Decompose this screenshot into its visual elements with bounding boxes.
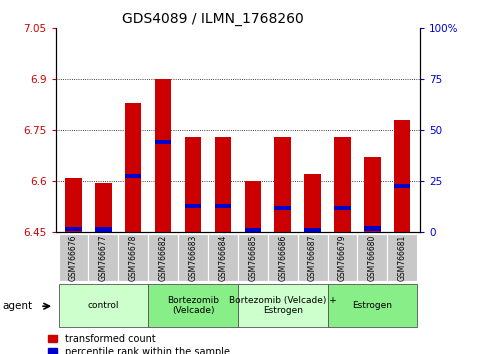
Bar (244, 228, 261, 232)
Legend: transformed count, percentile rank within the sample: transformed count, percentile rank withi… (48, 334, 230, 354)
Bar (118, 234, 148, 281)
Text: GSM766677: GSM766677 (99, 234, 108, 281)
Bar (148, 234, 178, 281)
Text: Bortezomib (Velcade) +
Estrogen: Bortezomib (Velcade) + Estrogen (229, 296, 337, 315)
Bar (155, 140, 171, 144)
Bar (95, 183, 112, 232)
Bar (178, 234, 208, 281)
Bar (155, 79, 171, 232)
Bar (298, 234, 327, 281)
Bar (65, 227, 82, 231)
Text: GSM766676: GSM766676 (69, 234, 78, 281)
Text: GSM766686: GSM766686 (278, 234, 287, 281)
Bar (95, 228, 112, 232)
Bar (394, 120, 411, 232)
Bar (185, 137, 201, 232)
Bar (215, 137, 231, 232)
Bar (58, 234, 88, 281)
Text: control: control (87, 301, 119, 310)
Text: GSM766678: GSM766678 (129, 234, 138, 281)
Text: GSM766684: GSM766684 (218, 234, 227, 281)
Bar (65, 178, 82, 232)
Bar (208, 234, 238, 281)
Bar (327, 284, 417, 326)
Bar (364, 157, 381, 232)
Bar (364, 227, 381, 230)
Bar (334, 137, 351, 232)
Bar (357, 234, 387, 281)
Text: GSM766681: GSM766681 (398, 234, 407, 281)
Text: GSM766680: GSM766680 (368, 234, 377, 281)
Bar (304, 228, 321, 232)
Bar (244, 181, 261, 232)
Bar (274, 137, 291, 232)
Bar (334, 206, 351, 210)
Bar (215, 204, 231, 209)
Text: GSM766683: GSM766683 (188, 234, 198, 281)
Bar (238, 284, 327, 326)
Bar (304, 174, 321, 232)
Text: GSM766685: GSM766685 (248, 234, 257, 281)
Text: GSM766682: GSM766682 (158, 234, 168, 281)
Bar (268, 234, 298, 281)
Bar (238, 234, 268, 281)
Bar (185, 204, 201, 209)
Bar (58, 284, 148, 326)
Text: GSM766679: GSM766679 (338, 234, 347, 281)
Text: GSM766687: GSM766687 (308, 234, 317, 281)
Text: Estrogen: Estrogen (353, 301, 392, 310)
Bar (387, 234, 417, 281)
Bar (394, 184, 411, 188)
Text: agent: agent (2, 301, 32, 311)
Text: Bortezomib
(Velcade): Bortezomib (Velcade) (167, 296, 219, 315)
Bar (274, 206, 291, 210)
Text: GDS4089 / ILMN_1768260: GDS4089 / ILMN_1768260 (122, 12, 303, 27)
Bar (88, 234, 118, 281)
Bar (327, 234, 357, 281)
Bar (125, 103, 142, 232)
Bar (148, 284, 238, 326)
Bar (125, 174, 142, 178)
